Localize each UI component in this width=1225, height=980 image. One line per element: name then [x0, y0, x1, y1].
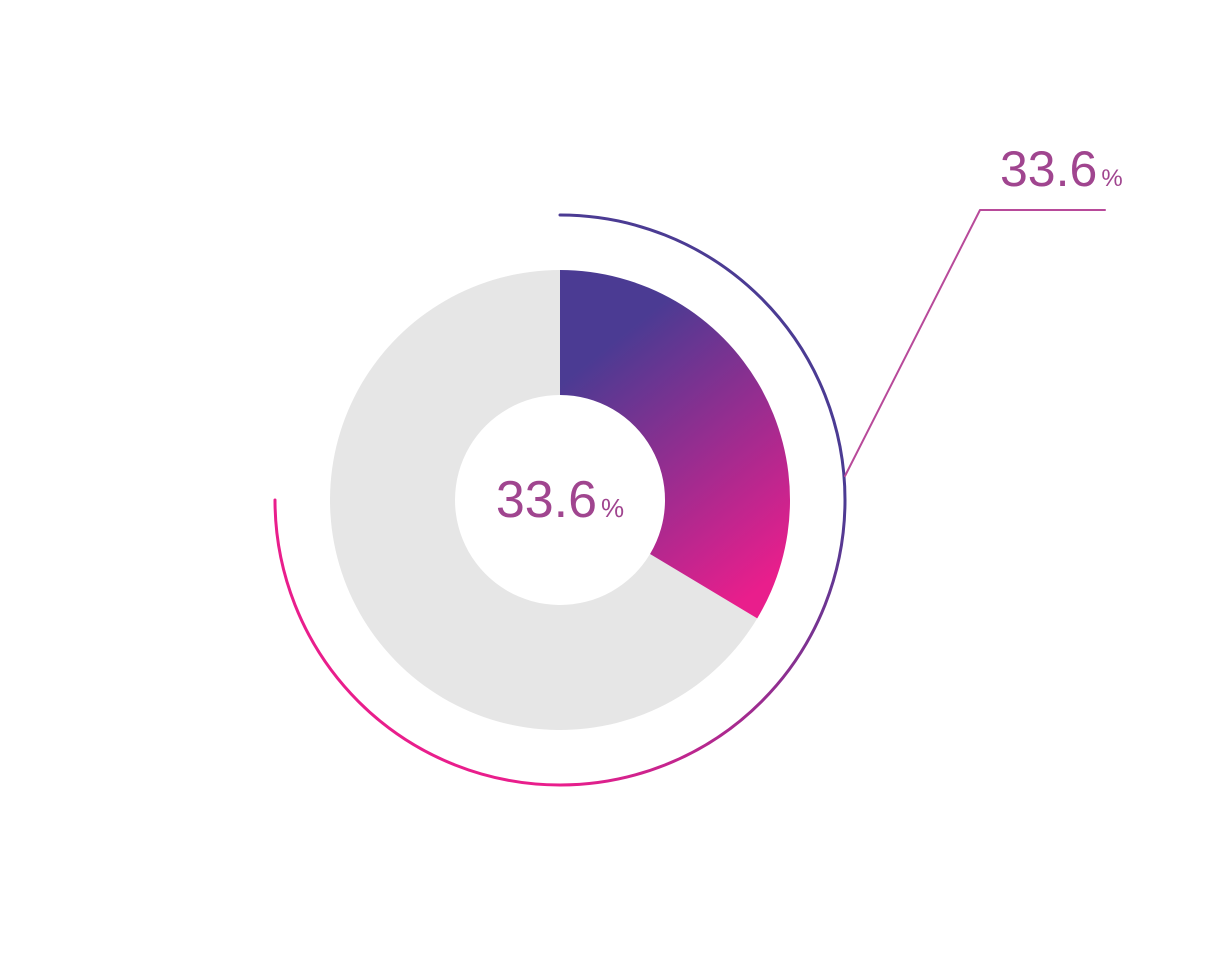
- center-percent-symbol: %: [601, 493, 624, 523]
- callout-percent-symbol: %: [1101, 165, 1122, 192]
- center-percentage-label: 33.6%: [496, 470, 624, 530]
- callout-value: 33.6: [1000, 141, 1097, 197]
- center-value: 33.6: [496, 471, 597, 529]
- chart-stage: 33.6% 33.6%: [0, 0, 1225, 980]
- callout-leader-line: [845, 210, 1105, 476]
- callout-percentage-label: 33.6%: [1000, 140, 1123, 198]
- donut-filled-slice: [560, 270, 790, 618]
